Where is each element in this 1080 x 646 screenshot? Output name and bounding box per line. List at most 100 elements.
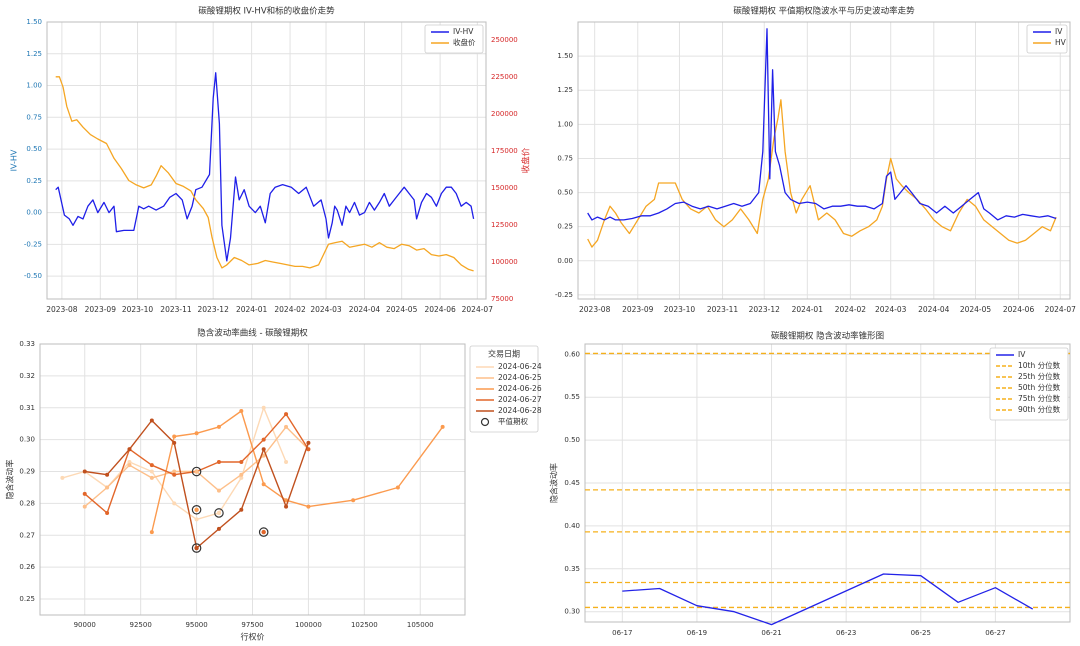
x-tick-label: 06-17 [612,629,632,637]
atm-point [194,469,199,474]
legend-item: IV [1018,350,1026,359]
x-tick-label: 06-23 [836,629,856,637]
y-tick-label: 0.45 [564,479,580,487]
y-tick-label: 0.33 [19,340,35,348]
atm-marker [191,466,202,477]
y-tick-label: 1.50 [26,18,42,26]
legend-item: 75th 分位数 [1018,393,1061,403]
data-point [306,504,311,509]
x-tick-label: 2023-11 [160,305,192,314]
data-point [216,424,221,429]
x-tick-label: 2024-07 [1045,305,1077,314]
legend-item: 10th 分位数 [1018,360,1061,370]
data-point [284,424,289,429]
chart-title: 隐含波动率曲线 - 碳酸锂期权 [197,328,308,339]
x-tick-label: 97500 [241,621,263,629]
legend-item: 2024-06-24 [498,362,542,371]
x-tick-label: 2023-09 [622,305,654,314]
data-point [172,501,177,506]
plot-frame [46,21,487,300]
atm-point [194,507,199,512]
data-point [127,463,132,468]
legend-title: 交易日期 [488,349,520,359]
y-tick-label: 0.00 [26,209,42,217]
y-axis-label: 隐含波动率 [549,463,559,503]
legend-item: 2024-06-27 [498,395,542,404]
x-tick-label: 2023-12 [749,305,781,314]
data-point [216,526,221,531]
x-tick-label: 2024-01 [792,305,824,314]
y-tick-label: 1.25 [557,86,573,94]
data-point [284,459,289,464]
x-tick-label: 2023-09 [85,305,117,314]
y-axis-label: IV-HV [10,149,19,171]
legend-item: 90th 分位数 [1018,404,1061,414]
x-tick-label: 2024-05 [386,305,418,314]
data-point [172,469,177,474]
data-point [239,475,244,480]
y-tick-label: -0.25 [555,291,573,299]
data-point [395,485,400,490]
x-tick-label: 95000 [185,621,207,629]
x-tick-label: 06-27 [985,629,1005,637]
data-point [194,517,199,522]
x-axis-label: 行权价 [241,632,265,642]
data-point [239,408,244,413]
y-axis-label: 隐含波动率 [5,460,15,500]
data-point [172,472,177,477]
data-point [261,447,266,452]
legend-item: 25th 分位数 [1018,371,1061,381]
data-point [82,491,87,496]
x-tick-label: 2024-06 [424,305,456,314]
y-right-tick-label: 175000 [491,147,518,155]
x-tick-label: 2023-08 [579,305,611,314]
data-point [149,418,154,423]
series-line-0 [587,28,1057,221]
legend-item: HV [1055,38,1067,47]
data-point [261,482,266,487]
data-point [172,434,177,439]
legend-item: 2024-06-26 [498,384,542,393]
atm-point [261,529,266,535]
y-tick-label: 0.30 [564,608,580,616]
legend-item: 2024-06-28 [498,406,542,415]
data-point [149,475,154,480]
y-tick-label: 0.28 [19,499,35,507]
data-point [239,507,244,512]
data-point [105,510,110,515]
plot-frame [577,21,1071,300]
x-tick-label: 2024-03 [875,305,907,314]
legend-item: 2024-06-25 [498,373,542,382]
y-tick-label: 0.75 [26,113,42,121]
y-tick-label: 0.35 [564,565,580,573]
chart-title: 碳酸锂期权 IV-HV和标的收盘价走势 [198,6,335,17]
data-point [149,530,154,535]
x-tick-label: 92500 [130,621,152,629]
y-tick-label: 1.50 [557,52,573,60]
y-tick-label: 0.25 [557,223,573,231]
y-tick-label: 0.30 [19,436,35,444]
legend-item: 收盘价 [453,37,476,47]
y-right-tick-label: 225000 [491,73,518,81]
x-tick-label: 2024-02 [835,305,867,314]
y-tick-label: 1.00 [557,120,573,128]
x-tick-label: 100000 [295,621,322,629]
y-tick-label: 0.31 [19,404,35,412]
legend-item: IV-HV [453,27,474,36]
atm-marker [191,504,202,515]
data-point [60,475,65,480]
y-tick-label: 0.26 [19,563,35,571]
data-point [82,469,87,474]
y-tick-label: 1.25 [26,50,42,58]
legend-marker [480,417,490,427]
x-tick-label: 2024-04 [349,305,381,314]
x-tick-label: 2023-11 [707,305,739,314]
y-tick-label: 1.00 [26,82,42,90]
data-point [194,431,199,436]
data-point [351,498,356,503]
series-line-0 [55,72,475,262]
data-point [261,453,266,458]
x-tick-label: 2024-07 [462,305,494,314]
data-point [284,498,289,503]
